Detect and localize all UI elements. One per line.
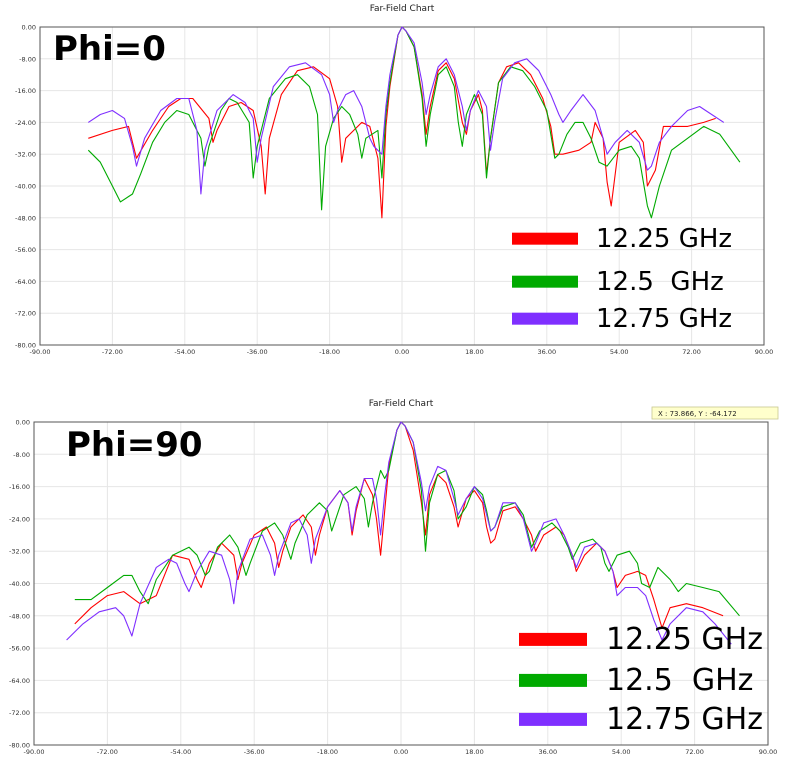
- x-tick-label: -18.00: [317, 748, 338, 756]
- x-tick-label: 36.00: [537, 348, 556, 356]
- y-tick-label: -32.00: [15, 151, 36, 159]
- series-line-2: [74, 421, 740, 617]
- phi-label: Phi=0: [53, 29, 166, 69]
- legend-swatch: [512, 312, 578, 325]
- phi-label: Phi=90: [66, 425, 203, 465]
- y-tick-label: 0.00: [22, 24, 36, 32]
- y-tick-label: -48.00: [15, 214, 36, 222]
- y-tick-label: -8.00: [19, 55, 36, 63]
- x-tick-label: 0.00: [395, 348, 409, 356]
- x-tick-label: 54.00: [610, 348, 629, 356]
- series-line-1: [88, 26, 716, 219]
- legend: 12.25 GHz 12.5 GHz 12.75 GHz: [512, 224, 732, 334]
- x-tick-label: -36.00: [247, 348, 268, 356]
- y-tick-label: -24.00: [15, 119, 36, 127]
- y-tick-label: -40.00: [9, 580, 30, 588]
- x-tick-label: 72.00: [685, 748, 704, 756]
- y-tick-label: 0.00: [16, 419, 30, 427]
- coord-readout-box: [651, 406, 779, 420]
- y-tick-label: -8.00: [13, 451, 30, 459]
- coord-readout-text: X : 73.866, Y : -64.172: [658, 410, 737, 418]
- x-tick-label: 36.00: [538, 748, 557, 756]
- x-tick-label: 90.00: [755, 348, 774, 356]
- y-tick-label: -80.00: [15, 342, 36, 350]
- series-line-3: [66, 421, 732, 645]
- legend-label: 12.75 GHz: [596, 304, 732, 334]
- legend-label: 12.5 GHz: [606, 663, 753, 698]
- y-tick-label: -72.00: [15, 310, 36, 318]
- chart-phi90: Far-Field Chart 0.00 -8.00 -16.00 -24.00 -32.…: [9, 399, 779, 756]
- coord-readout: X : 73.866, Y : -64.172: [651, 406, 779, 420]
- legend-label: 12.75 GHz: [606, 702, 763, 737]
- y-tick-label: -56.00: [15, 246, 36, 254]
- x-tick-label: -54.00: [170, 748, 191, 756]
- y-tick-label: -32.00: [9, 548, 30, 556]
- y-tick-label: -64.00: [15, 278, 36, 286]
- y-tick-label: -40.00: [15, 183, 36, 191]
- x-tick-label: -72.00: [102, 348, 123, 356]
- series-line-3: [87, 26, 725, 195]
- x-tick-label: 18.00: [465, 348, 484, 356]
- x-tick-label: -18.00: [319, 348, 340, 356]
- x-tick-label: -36.00: [244, 748, 265, 756]
- x-tick-label: 18.00: [465, 748, 484, 756]
- x-tick-label: 54.00: [612, 748, 631, 756]
- legend-label: 12.5 GHz: [596, 267, 724, 297]
- x-tick-label: 0.00: [394, 748, 408, 756]
- legend-label: 12.25 GHz: [596, 224, 732, 254]
- legend: 12.25 GHz 12.5 GHz 12.75 GHz: [519, 622, 763, 737]
- legend-swatch: [512, 232, 578, 245]
- y-tick-label: -64.00: [9, 677, 30, 685]
- y-tick-label: -72.00: [9, 709, 30, 717]
- x-tick-label: -90.00: [30, 348, 51, 356]
- chart-title: Far-Field Chart: [370, 4, 435, 14]
- chart-phi0: Far-Field Chart 0.00 -8.00 -16.00 -24.00 -32.…: [15, 4, 773, 356]
- x-tick-label: -90.00: [24, 748, 45, 756]
- y-tick-label: -80.00: [9, 742, 30, 750]
- legend-swatch: [512, 275, 578, 288]
- y-tick-label: -56.00: [9, 645, 30, 653]
- y-tick-label: -16.00: [15, 87, 36, 95]
- legend-swatch: [519, 712, 587, 726]
- legend-swatch: [519, 673, 587, 687]
- legend-swatch: [519, 632, 587, 646]
- y-tick-label: -16.00: [9, 483, 30, 491]
- x-tick-label: 72.00: [682, 348, 701, 356]
- x-tick-label: -72.00: [97, 748, 118, 756]
- chart-title: Far-Field Chart: [369, 399, 434, 409]
- y-tick-label: -48.00: [9, 612, 30, 620]
- x-tick-label: -54.00: [174, 348, 195, 356]
- legend-label: 12.25 GHz: [606, 622, 763, 657]
- x-tick-label: 90.00: [759, 748, 778, 756]
- y-tick-label: -24.00: [9, 515, 30, 523]
